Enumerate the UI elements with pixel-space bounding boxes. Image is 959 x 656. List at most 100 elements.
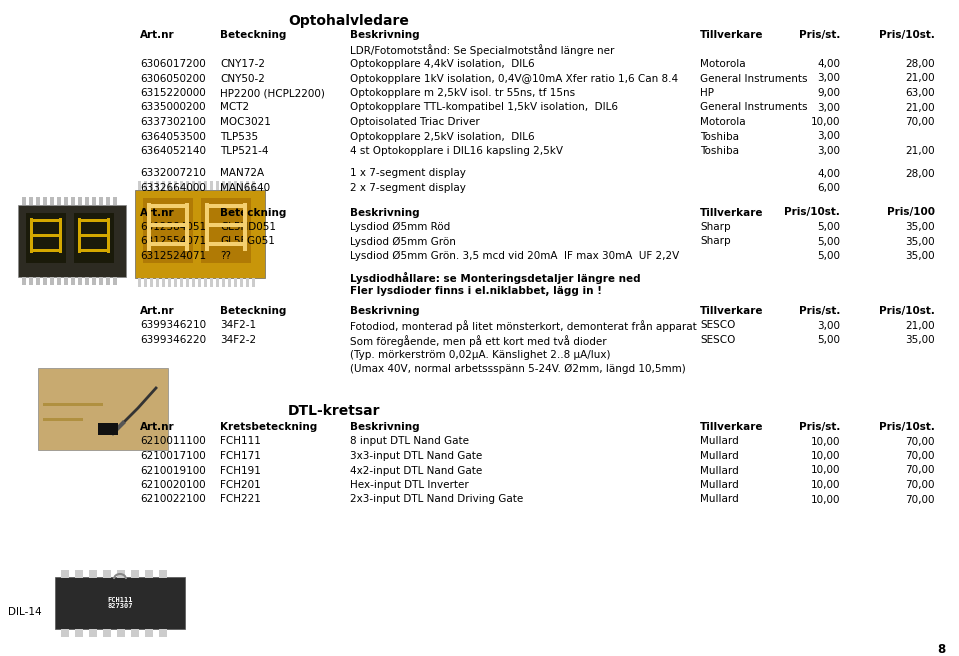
Bar (144, 181, 147, 190)
Text: DTL-kretsar: DTL-kretsar (288, 404, 381, 418)
Bar (246, 181, 249, 190)
Bar (117, 570, 125, 578)
Text: Mullard: Mullard (700, 480, 738, 490)
Text: Lysdiod Ø5mm Grön: Lysdiod Ø5mm Grön (350, 237, 456, 247)
Bar (117, 629, 125, 637)
Bar (43, 403, 103, 406)
Bar (78, 218, 81, 253)
Text: Pris/100: Pris/100 (887, 207, 935, 218)
Bar (252, 181, 255, 190)
Bar (89, 629, 97, 637)
Bar (198, 278, 201, 287)
Text: 34F2-1: 34F2-1 (220, 321, 256, 331)
Text: MCT2: MCT2 (220, 102, 249, 112)
Text: MAN72A: MAN72A (220, 169, 264, 178)
Text: Tillverkare: Tillverkare (700, 422, 763, 432)
Bar (204, 278, 207, 287)
Bar (240, 181, 243, 190)
Text: FCH111
827307: FCH111 827307 (107, 596, 132, 609)
Text: Fotodiod, monterad på litet mönsterkort, demonterat från apparat: Fotodiod, monterad på litet mönsterkort,… (350, 321, 697, 333)
Bar (145, 629, 153, 637)
Text: 6399346210: 6399346210 (140, 321, 206, 331)
Bar (205, 242, 247, 246)
Bar (113, 197, 117, 205)
Bar (143, 198, 193, 263)
Text: HP2200 (HCPL2200): HP2200 (HCPL2200) (220, 88, 325, 98)
Text: 6335000200: 6335000200 (140, 102, 205, 112)
Text: Optokopplare 1kV isolation, 0,4V@10mA Xfer ratio 1,6 Can 8.4: Optokopplare 1kV isolation, 0,4V@10mA Xf… (350, 73, 678, 83)
Bar (156, 181, 159, 190)
Bar (59, 218, 62, 253)
Bar (78, 197, 82, 205)
Bar (29, 277, 33, 285)
Text: 6312584051: 6312584051 (140, 222, 206, 232)
Bar (159, 570, 167, 578)
Text: 6332664000: 6332664000 (140, 183, 206, 193)
Text: 2 x 7-segment display: 2 x 7-segment display (350, 183, 466, 193)
Text: Lysdiod Ø5mm Grön. 3,5 mcd vid 20mA  IF max 30mA  UF 2,2V: Lysdiod Ø5mm Grön. 3,5 mcd vid 20mA IF m… (350, 251, 679, 261)
Text: 70,00: 70,00 (905, 495, 935, 504)
Bar (156, 278, 159, 287)
Bar (43, 277, 47, 285)
Bar (192, 181, 195, 190)
Bar (243, 203, 247, 251)
Bar (30, 219, 62, 222)
Text: Tillverkare: Tillverkare (700, 30, 763, 40)
Text: 6399346220: 6399346220 (140, 335, 206, 345)
Bar (64, 197, 68, 205)
Text: Beskrivning: Beskrivning (350, 207, 420, 218)
Bar (61, 629, 69, 637)
Text: Mullard: Mullard (700, 451, 738, 461)
Bar (138, 181, 141, 190)
Text: 6210017100: 6210017100 (140, 451, 206, 461)
Bar (43, 197, 47, 205)
Text: Mullard: Mullard (700, 466, 738, 476)
Bar (131, 629, 139, 637)
Text: 9,00: 9,00 (817, 88, 840, 98)
Bar (222, 181, 225, 190)
Bar (22, 277, 26, 285)
Text: Pris/st.: Pris/st. (799, 422, 840, 432)
Text: General Instruments: General Instruments (700, 102, 807, 112)
Text: 6364053500: 6364053500 (140, 131, 206, 142)
Bar (92, 197, 96, 205)
Text: 4x2-input DTL Nand Gate: 4x2-input DTL Nand Gate (350, 466, 482, 476)
Text: GL5HD051: GL5HD051 (220, 222, 276, 232)
Text: LDR/Fotomotstånd: Se Specialmotstånd längre ner: LDR/Fotomotstånd: Se Specialmotstånd län… (350, 45, 615, 56)
Text: 6312524071: 6312524071 (140, 251, 206, 261)
Text: Toshiba: Toshiba (700, 131, 739, 142)
Text: ??: ?? (220, 251, 231, 261)
Text: FCH201: FCH201 (220, 480, 261, 490)
Bar (210, 278, 213, 287)
Text: Beskrivning: Beskrivning (350, 306, 420, 316)
Text: 8: 8 (937, 643, 945, 656)
Text: 3,00: 3,00 (817, 102, 840, 112)
Text: 21,00: 21,00 (905, 73, 935, 83)
Bar (228, 181, 231, 190)
Text: Sharp: Sharp (700, 222, 731, 232)
Bar (135, 190, 265, 278)
Text: 5,00: 5,00 (817, 251, 840, 261)
Text: 70,00: 70,00 (905, 466, 935, 476)
Text: MAN6640: MAN6640 (220, 183, 270, 193)
Text: Pris/10st.: Pris/10st. (784, 207, 840, 218)
Text: Art.nr: Art.nr (140, 422, 175, 432)
Text: 6210020100: 6210020100 (140, 480, 205, 490)
Bar (85, 277, 89, 285)
Bar (107, 218, 110, 253)
Bar (50, 277, 54, 285)
Bar (57, 197, 61, 205)
Text: 34F2-2: 34F2-2 (220, 335, 256, 345)
Bar (205, 204, 247, 208)
Text: HP: HP (700, 88, 714, 98)
Text: TLP521-4: TLP521-4 (220, 146, 269, 156)
Bar (144, 278, 147, 287)
Text: SESCO: SESCO (700, 335, 736, 345)
Bar (222, 278, 225, 287)
Text: 70,00: 70,00 (905, 451, 935, 461)
Bar (205, 203, 209, 251)
Bar (162, 181, 165, 190)
Bar (159, 629, 167, 637)
Bar (113, 277, 117, 285)
Bar (26, 213, 66, 263)
